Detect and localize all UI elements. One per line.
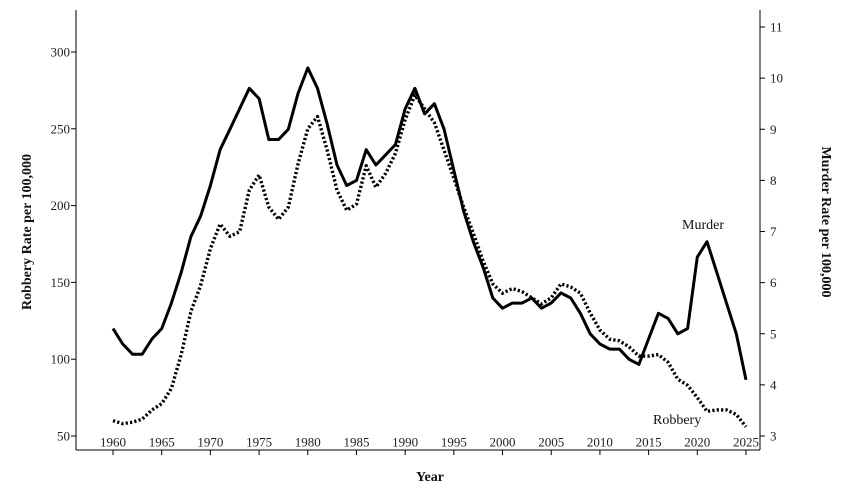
x-tick-label: 2015 <box>636 434 662 449</box>
x-tick-label: 1970 <box>197 434 223 449</box>
right-y-tick-label: 7 <box>770 224 777 239</box>
right-y-axis-ticks: 3 4 5 6 7 8 9 10 11 <box>760 20 783 444</box>
left-y-tick-label: 50 <box>57 429 70 444</box>
x-tick-label: 1980 <box>295 434 321 449</box>
left-y-tick-label: 150 <box>51 275 71 290</box>
right-y-axis-title: Murder Rate per 100,000 <box>818 146 833 297</box>
x-tick-label: 1960 <box>100 434 126 449</box>
left-y-tick-label: 200 <box>51 198 71 213</box>
right-y-tick-label: 4 <box>770 377 777 392</box>
right-y-tick-label: 8 <box>770 173 777 188</box>
x-tick-label: 1995 <box>441 434 467 449</box>
x-tick-label: 2020 <box>684 434 710 449</box>
x-axis-title: Year <box>416 470 444 485</box>
series-label-murder: Murder <box>682 218 724 233</box>
x-tick-label: 1965 <box>149 434 175 449</box>
right-y-tick-label: 10 <box>770 71 783 86</box>
x-tick-label: 2010 <box>587 434 613 449</box>
series-line-robbery <box>112 93 748 428</box>
series-label-robbery: Robbery <box>653 413 701 428</box>
right-y-tick-label: 6 <box>770 275 777 290</box>
series-line-murder <box>111 66 748 381</box>
x-axis-ticks: 1960 1965 1970 1975 1980 1985 1990 1995 2000 2005… <box>100 434 759 455</box>
right-y-tick-label: 9 <box>770 122 777 137</box>
series-lines <box>111 66 748 428</box>
x-tick-label: 2025 <box>733 434 759 449</box>
x-tick-label: 1985 <box>343 434 369 449</box>
x-tick-label: 1990 <box>392 434 418 449</box>
x-tick-label: 1975 <box>246 434 272 449</box>
right-y-tick-label: 11 <box>770 20 783 35</box>
x-tick-label: 2000 <box>490 434 516 449</box>
x-tick-label: 2005 <box>538 434 564 449</box>
plot-frame <box>75 10 761 451</box>
left-y-tick-label: 100 <box>51 352 71 367</box>
left-y-tick-label: 250 <box>51 121 71 136</box>
left-y-tick-label: 300 <box>51 45 71 60</box>
right-y-tick-label: 3 <box>770 429 777 444</box>
series-labels: Murder Robbery <box>653 218 724 428</box>
right-y-tick-label: 5 <box>770 326 777 341</box>
left-y-axis-ticks: 50 100 150 200 250 300 <box>51 45 76 444</box>
left-y-axis-title: Robbery Rate per 100,000 <box>20 154 35 310</box>
